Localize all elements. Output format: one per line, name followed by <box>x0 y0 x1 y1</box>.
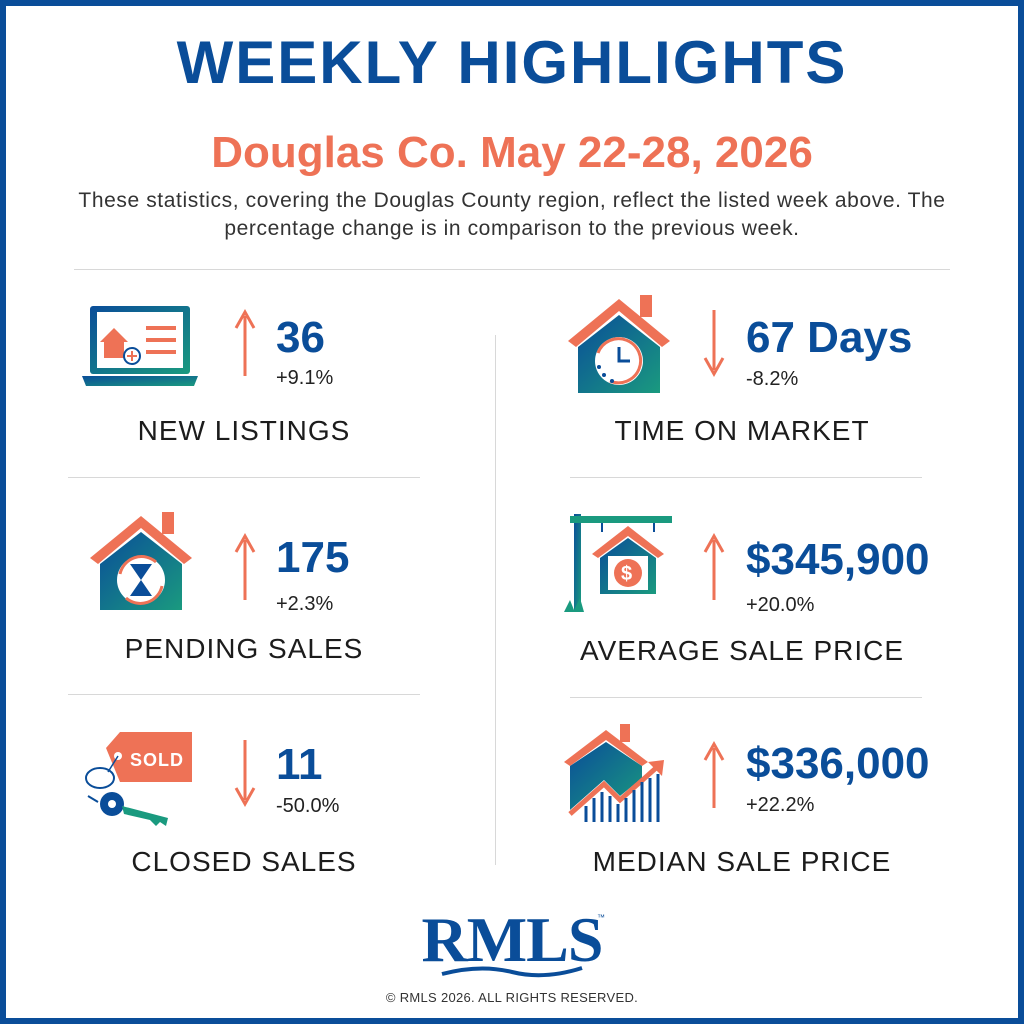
arrow-up-icon <box>234 308 256 376</box>
header-divider <box>74 269 950 270</box>
new-listings-change: +9.1% <box>276 367 334 389</box>
pending-sales-value: 175 <box>276 533 350 582</box>
page-subtitle: Douglas Co. May 22-28, 2026 <box>211 128 813 177</box>
arrow-down-icon <box>234 740 256 808</box>
average-sale-price-label: AVERAGE SALE PRICE <box>579 635 905 666</box>
time-on-market-value: 67 Days <box>746 313 913 362</box>
column-divider <box>495 335 496 865</box>
time-on-market-change: -8.2% <box>746 368 799 390</box>
arrow-up-icon <box>703 740 725 808</box>
arrow-up-icon <box>703 532 725 600</box>
arrow-down-icon <box>703 310 725 378</box>
house-chart-icon <box>564 724 664 822</box>
trademark-symbol: ™ <box>597 913 605 922</box>
closed-sales-value: 11 <box>276 740 323 789</box>
svg-text:SOLD: SOLD <box>130 750 184 770</box>
median-sale-price-value: $336,000 <box>746 739 930 788</box>
right-divider-2 <box>570 697 922 698</box>
right-divider-1 <box>570 477 922 478</box>
median-sale-price-label: MEDIAN SALE PRICE <box>592 846 892 877</box>
new-listings-value: 36 <box>276 313 325 362</box>
copyright-text: © RMLS 2026. ALL RIGHTS RESERVED. <box>385 990 639 1005</box>
new-listings-label: NEW LISTINGS <box>137 415 351 446</box>
house-sign-dollar-icon: $ <box>564 514 672 612</box>
page-title: WEEKLY HIGHLIGHTS <box>176 29 848 96</box>
closed-sales-label: CLOSED SALES <box>131 846 357 877</box>
rmls-logo: RMLS <box>421 904 604 975</box>
sold-tag-keys-icon: SOLD <box>85 732 192 826</box>
svg-text:$: $ <box>621 563 632 585</box>
time-on-market-label: TIME ON MARKET <box>614 415 870 446</box>
laptop-house-icon <box>82 306 198 386</box>
average-sale-price-value: $345,900 <box>746 535 930 584</box>
left-divider-2 <box>68 694 420 695</box>
logo-swoosh-icon <box>441 966 583 978</box>
house-clock-icon <box>568 295 670 393</box>
average-sale-price-change: +20.0% <box>746 594 815 616</box>
pending-sales-label: PENDING SALES <box>124 633 364 664</box>
house-hourglass-icon <box>90 512 192 610</box>
pending-sales-change: +2.3% <box>276 593 334 615</box>
arrow-up-icon <box>234 532 256 600</box>
closed-sales-change: -50.0% <box>276 795 340 817</box>
left-divider-1 <box>68 477 420 478</box>
median-sale-price-change: +22.2% <box>746 794 815 816</box>
page-description: These statistics, covering the Douglas C… <box>78 189 946 240</box>
